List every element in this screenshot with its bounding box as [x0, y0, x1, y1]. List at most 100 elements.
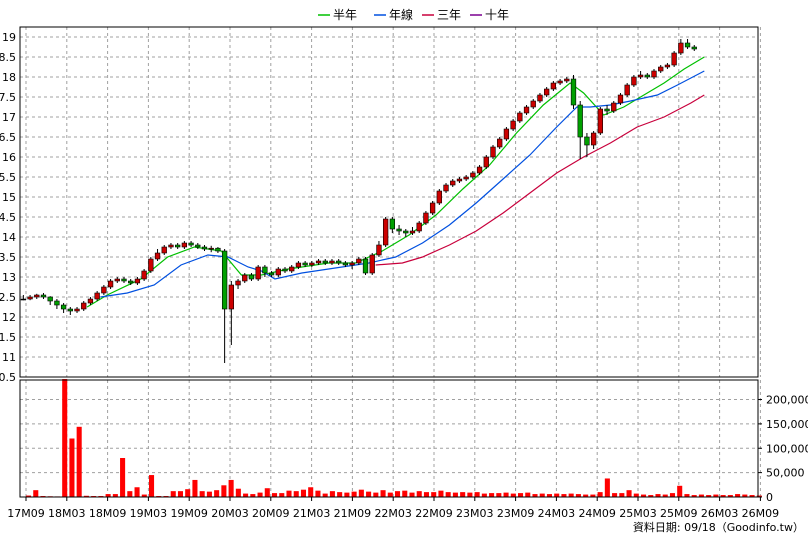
price-candle	[483, 155, 489, 169]
price-y-tick-label: 14.5	[0, 211, 16, 224]
candle-body	[517, 112, 523, 122]
volume-bar	[83, 495, 89, 497]
volume-bar	[105, 494, 111, 497]
price-candle	[47, 296, 53, 305]
price-candle	[302, 261, 308, 267]
candle-body	[47, 296, 53, 302]
price-candle	[221, 249, 228, 363]
price-y-tick-label: 14	[2, 231, 16, 244]
candle-body	[376, 244, 382, 256]
candle-body	[201, 246, 208, 250]
candle-body	[604, 108, 610, 112]
volume-bar	[489, 493, 495, 497]
volume-bar	[112, 494, 118, 497]
price-candle	[27, 295, 33, 301]
volume-bar	[648, 495, 654, 497]
price-candle	[604, 105, 610, 115]
candle-body	[228, 284, 234, 310]
volume-bar	[337, 492, 343, 497]
candle-body	[262, 266, 268, 274]
price-candle	[537, 93, 543, 103]
volume-bar	[518, 493, 524, 497]
candle-body	[181, 242, 188, 248]
volume-bar	[735, 494, 741, 497]
volume-bar	[713, 494, 719, 497]
volume-bar	[677, 485, 683, 497]
price-y-tick-label: 12	[2, 311, 16, 324]
price-candle	[684, 39, 691, 49]
candle-body	[369, 254, 375, 274]
volume-bar	[662, 494, 668, 497]
volume-bar	[539, 493, 545, 497]
x-tick-label: 25M03	[619, 507, 657, 520]
volume-bar	[308, 487, 314, 497]
price-candle	[87, 297, 94, 305]
price-candle	[248, 273, 255, 281]
price-y-tick-label: 15	[2, 191, 16, 204]
candle-body	[114, 278, 120, 282]
price-candle	[356, 257, 362, 265]
volume-bar	[243, 493, 249, 497]
volume-bar	[358, 489, 364, 497]
price-y-tick-label: 16	[2, 151, 16, 164]
candle-body	[490, 146, 496, 158]
candle-body	[302, 262, 308, 266]
candle-body	[289, 266, 295, 272]
volume-bar	[423, 492, 430, 497]
price-candle	[382, 217, 389, 247]
price-candle	[342, 261, 349, 267]
volume-bar	[250, 494, 256, 497]
price-candle	[235, 279, 241, 289]
chart-legend: 半年 年線 三年 十年	[318, 7, 509, 22]
candle-body	[463, 176, 469, 180]
price-panel-frame	[19, 26, 759, 378]
x-tick-label: 20M09	[252, 507, 290, 520]
volume-panel-frame	[19, 379, 759, 498]
candle-body	[141, 270, 147, 280]
price-candle	[67, 307, 73, 315]
x-tick-label: 25M09	[660, 507, 698, 520]
price-candle	[242, 273, 248, 283]
price-candle	[289, 265, 295, 273]
candle-body	[235, 280, 241, 286]
volume-bar	[532, 494, 538, 497]
volume-bar	[597, 492, 603, 497]
volume-y-tick-label: 100,000	[766, 442, 808, 455]
volume-bar	[583, 494, 589, 497]
price-candle	[255, 265, 261, 281]
candle-body	[295, 262, 302, 268]
candle-body	[168, 244, 174, 248]
price-candle	[530, 99, 536, 109]
candle-body	[67, 308, 73, 312]
candle-body	[483, 156, 489, 168]
volume-bar	[510, 493, 516, 497]
candle-body	[175, 244, 181, 248]
moving-average-three	[375, 94, 705, 266]
price-candle	[195, 243, 201, 249]
volume-bar	[474, 492, 480, 497]
price-candle	[275, 267, 281, 277]
x-tick-label: 26M09	[742, 507, 780, 520]
candle-body	[154, 252, 161, 260]
x-tick-label: 24M09	[578, 507, 616, 520]
volume-y-axis: 0 50,000 100,000 150,000 200,000	[758, 394, 808, 504]
price-y-tick-label: 12.5	[0, 291, 16, 304]
volume-y-tick-label: 50,000	[766, 467, 805, 480]
volume-bar	[452, 492, 458, 497]
candle-body	[94, 292, 100, 300]
volume-bar	[127, 491, 133, 497]
price-candle	[74, 307, 80, 313]
price-candle	[590, 131, 597, 149]
price-candle	[403, 229, 409, 237]
price-candle	[523, 105, 530, 115]
candle-body	[121, 278, 127, 282]
price-y-tick-label: 16.5	[0, 131, 16, 144]
volume-bar	[141, 494, 147, 497]
volume-bar	[199, 491, 205, 497]
x-tick-label: 23M03	[456, 507, 494, 520]
candle-body	[148, 258, 154, 272]
price-y-tick-label: 17.5	[0, 91, 16, 104]
volume-bar	[206, 491, 212, 497]
price-candle	[322, 259, 328, 265]
price-candle	[678, 39, 684, 55]
